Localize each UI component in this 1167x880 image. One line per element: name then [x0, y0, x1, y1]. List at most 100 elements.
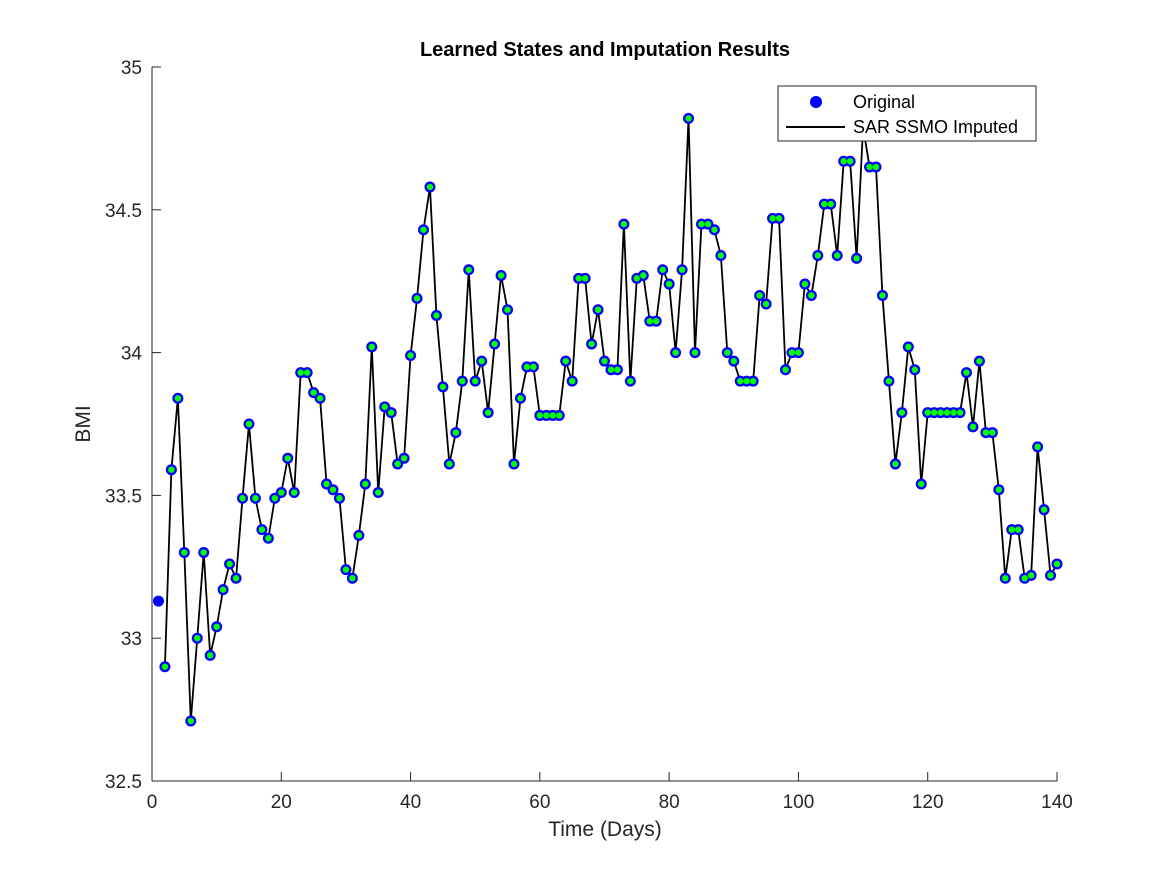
x-tick-label: 80	[659, 792, 680, 813]
data-point-imputed	[1034, 443, 1041, 451]
legend-label-imputed: SAR SSMO Imputed	[853, 117, 1018, 137]
y-tick-label: 33	[121, 629, 142, 650]
data-point-imputed	[1015, 526, 1022, 533]
data-point-imputed	[213, 623, 220, 630]
data-point-imputed	[711, 226, 718, 233]
y-tick-label: 34.5	[105, 201, 142, 222]
data-point-imputed	[665, 280, 673, 288]
y-tick-label: 33.5	[105, 486, 142, 507]
data-point-imputed	[995, 486, 1003, 493]
data-point-imputed	[568, 377, 576, 385]
data-point-imputed	[194, 635, 201, 642]
data-point-imputed	[646, 317, 653, 325]
data-point-imputed	[504, 306, 511, 313]
data-point-imputed	[620, 220, 628, 228]
data-point-imputed	[762, 300, 770, 308]
data-point-imputed	[1027, 572, 1035, 579]
data-point-imputed	[743, 377, 750, 385]
data-point-imputed	[943, 409, 951, 416]
data-point-imputed	[969, 423, 977, 431]
y-tick-label: 35	[121, 58, 142, 79]
data-point-imputed	[297, 369, 304, 376]
data-point-imputed	[310, 389, 317, 396]
data-point-imputed	[517, 395, 524, 402]
chart-title: Learned States and Imputation Results	[420, 39, 790, 61]
data-point-imputed	[426, 183, 434, 191]
data-point-imputed	[407, 352, 414, 359]
x-axis-label: Time (Days)	[548, 818, 662, 841]
data-point-imputed	[491, 340, 498, 348]
data-point-imputed	[575, 275, 582, 282]
data-point-imputed	[976, 357, 983, 365]
data-point-imputed	[459, 377, 466, 385]
data-point-imputed	[640, 272, 647, 279]
data-point-imputed	[937, 409, 944, 416]
data-point-imputed	[782, 366, 789, 373]
x-tick-label: 0	[147, 792, 158, 813]
data-point-imputed	[349, 575, 356, 582]
data-point-imputed	[672, 349, 679, 356]
data-point-imputed	[174, 395, 182, 402]
data-point-imputed	[362, 480, 369, 488]
data-point-imputed	[594, 306, 602, 313]
data-point-imputed	[1040, 506, 1048, 513]
data-point-imputed	[206, 652, 214, 659]
data-point-imputed	[678, 266, 686, 273]
legend: Original SAR SSMO Imputed	[777, 85, 1037, 142]
data-point-imputed	[232, 575, 240, 582]
data-point-imputed	[329, 486, 337, 493]
data-point-imputed	[775, 215, 783, 222]
data-point-imputed	[866, 163, 873, 171]
data-point-imputed	[556, 412, 563, 419]
data-point-imputed	[918, 480, 925, 488]
data-point-imputed	[905, 343, 912, 351]
data-point-imputed	[465, 266, 472, 273]
data-point-imputed	[394, 460, 401, 468]
data-point-imputed	[756, 292, 763, 299]
data-point-imputed	[226, 560, 233, 568]
data-point-imputed	[840, 158, 847, 165]
data-point-imputed	[433, 312, 440, 319]
data-point-imputed	[614, 366, 621, 373]
data-point-imputed	[219, 586, 227, 593]
data-point-imputed	[271, 495, 279, 502]
x-tick-label: 20	[271, 792, 292, 813]
data-point-imputed	[989, 429, 996, 436]
data-point-imputed	[717, 252, 725, 259]
data-point-imputed	[439, 383, 447, 391]
data-point-imputed	[749, 377, 757, 385]
data-point-imputed	[562, 357, 569, 365]
data-point-imputed	[530, 363, 537, 371]
data-point-original	[152, 595, 164, 607]
data-point-imputed	[691, 349, 699, 356]
data-point-imputed	[497, 272, 505, 279]
data-point-imputed	[252, 495, 259, 502]
data-point-imputed	[879, 292, 886, 299]
x-tick-label: 40	[400, 792, 421, 813]
data-point-imputed	[510, 460, 518, 468]
data-point-imputed	[627, 377, 634, 385]
data-point-imputed	[834, 252, 841, 259]
y-tick-label: 32.5	[105, 772, 142, 793]
data-point-imputed	[1002, 575, 1009, 582]
data-point-imputed	[549, 412, 556, 419]
data-point-imputed	[898, 409, 906, 416]
data-point-imputed	[543, 412, 550, 419]
data-point-imputed	[633, 275, 641, 282]
data-point-imputed	[316, 395, 324, 402]
data-point-imputed	[1021, 575, 1028, 582]
data-point-imputed	[265, 535, 272, 542]
data-point-imputed	[484, 409, 492, 416]
data-point-imputed	[963, 369, 970, 376]
data-point-imputed	[814, 252, 822, 259]
data-point-imputed	[801, 280, 809, 288]
data-point-imputed	[168, 466, 175, 473]
data-point-imputed	[1008, 526, 1015, 533]
plot-area: 0 20 40 60 80 100 120 140 32.5 33 33.5 34 34.5 35	[105, 58, 1073, 813]
y-tick-label: 34	[121, 344, 143, 365]
x-tick-label: 100	[783, 792, 815, 813]
legend-label-original: Original	[853, 92, 915, 112]
data-point-imputed	[846, 158, 854, 165]
data-point-imputed	[956, 409, 964, 416]
